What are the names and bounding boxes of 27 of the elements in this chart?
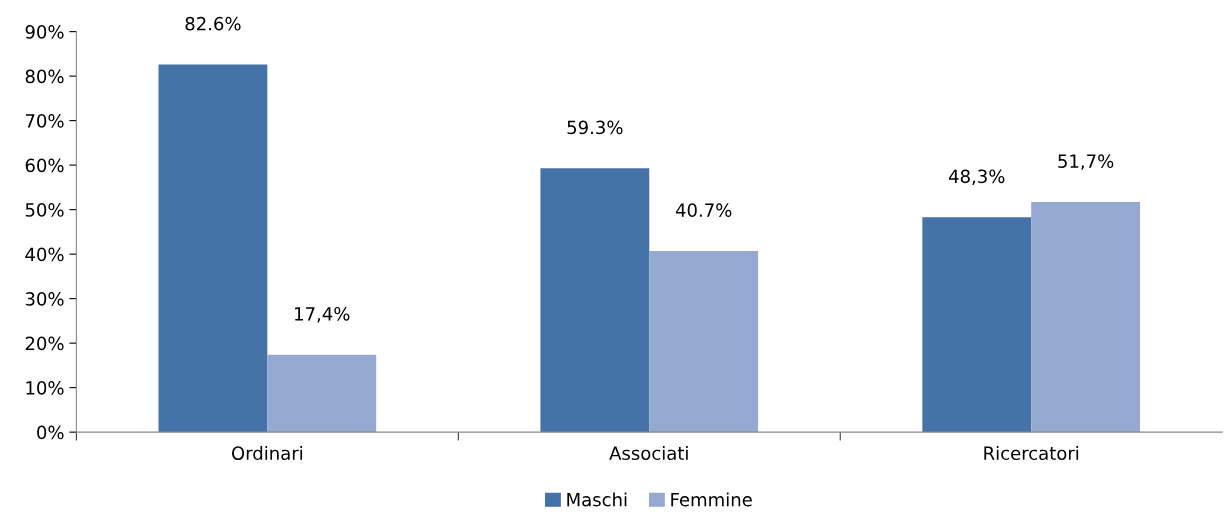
bar (649, 251, 759, 433)
x-tick-label: Ordinari (231, 446, 303, 461)
x-tick-label: Ricercatori (984, 446, 1079, 461)
bar (267, 354, 377, 433)
legend-label: Femmine (671, 492, 752, 507)
y-tick-label: 40% (25, 247, 64, 262)
data-label: 82.6% (185, 16, 241, 31)
bar (1031, 202, 1141, 433)
y-tick-label: 20% (25, 336, 64, 351)
y-tick-label: 60% (25, 158, 64, 173)
y-tick-label: 10% (26, 381, 64, 395)
y-tick-label: 0% (37, 425, 64, 440)
data-label: 51,7% (1058, 154, 1114, 170)
x-tick-label: Associati (609, 446, 688, 461)
bar (158, 64, 268, 433)
bar (922, 217, 1032, 433)
data-label: 17,4% (295, 306, 350, 323)
data-label: 59.3% (567, 120, 623, 135)
data-label: 48,3% (948, 169, 1005, 185)
y-tick-label: 80% (25, 69, 64, 84)
y-tick-label: 50% (25, 203, 64, 217)
legend-label: Maschi (567, 492, 627, 507)
y-tick-label: 90% (25, 25, 64, 39)
y-tick-label: 70% (25, 114, 64, 128)
data-label: 40.7% (675, 203, 732, 217)
y-tick-label: 30% (25, 292, 64, 306)
bar (540, 168, 650, 433)
